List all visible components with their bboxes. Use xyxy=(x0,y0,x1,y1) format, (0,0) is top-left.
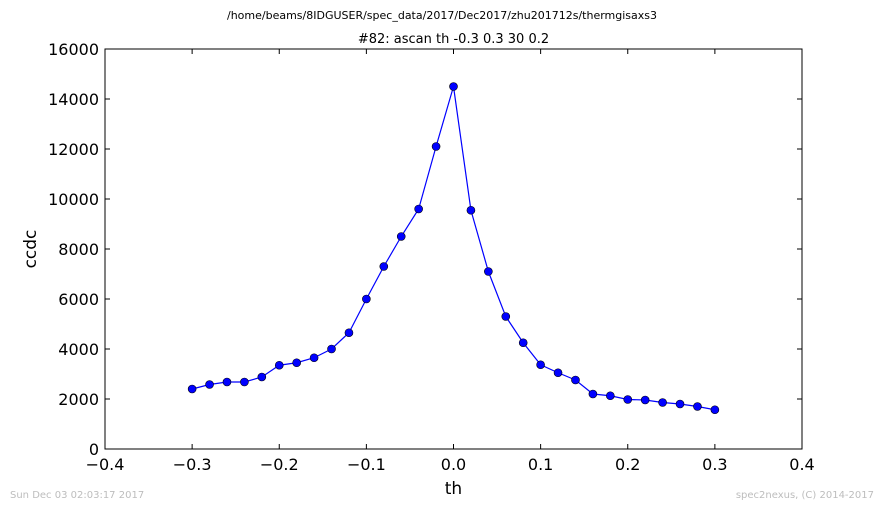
data-point xyxy=(623,395,633,404)
data-point xyxy=(344,328,354,338)
data-point xyxy=(327,344,336,354)
x-tick-label: 0.3 xyxy=(702,455,727,474)
figure-suptitle: /home/beams/8IDGUSER/spec_data/2017/Dec2… xyxy=(227,9,657,22)
data-point xyxy=(536,360,545,370)
series-line xyxy=(191,86,715,411)
data-point xyxy=(449,82,458,91)
data-point xyxy=(606,391,615,401)
y-tick-label: 6000 xyxy=(58,290,99,309)
data-point xyxy=(431,142,441,151)
data-point xyxy=(675,399,685,409)
footer-credit: spec2nexus, (C) 2014-2017 xyxy=(736,490,874,501)
x-tick-label: −0.2 xyxy=(260,455,299,474)
data-point xyxy=(414,204,423,214)
x-tick-label: 0.2 xyxy=(615,455,640,474)
y-tick-label: 16000 xyxy=(48,40,99,59)
data-point xyxy=(309,353,319,363)
plot-area: −0.4 −0.3 −0.2 −0.1 0.0 0.1 0.2 0.3 0.4 0 2000 4000… xyxy=(48,40,815,474)
y-tick-label: 14000 xyxy=(48,90,99,109)
data-point xyxy=(571,375,580,385)
data-point xyxy=(379,262,389,271)
axes-frame xyxy=(104,48,803,450)
y-tick-label: 4000 xyxy=(58,340,99,359)
data-point xyxy=(240,377,249,387)
data-point xyxy=(693,402,702,411)
x-tick-label: −0.3 xyxy=(173,455,212,474)
data-point xyxy=(205,380,214,389)
y-tick-label: 10000 xyxy=(48,190,99,209)
data-point xyxy=(484,267,493,276)
data-point xyxy=(274,360,284,370)
y-tick-label: 12000 xyxy=(48,140,99,159)
data-point xyxy=(362,294,371,304)
data-point xyxy=(466,205,476,215)
x-tick-label: 0.1 xyxy=(528,455,553,474)
chart-title: #82: ascan th -0.3 0.3 30 0.2 xyxy=(358,32,549,47)
y-axis-label: ccdc xyxy=(21,230,41,269)
data-point xyxy=(292,358,301,368)
footer-timestamp: Sun Dec 03 02:03:17 2017 xyxy=(10,490,144,501)
y-tick-label: 8000 xyxy=(58,240,99,259)
y-tick-label: 0 xyxy=(89,440,99,459)
data-point xyxy=(257,372,267,382)
x-tick-label: 0.0 xyxy=(441,455,466,474)
data-point xyxy=(658,398,667,407)
x-tick-label: −0.1 xyxy=(347,455,386,474)
data-point xyxy=(222,377,232,387)
data-point xyxy=(501,312,511,321)
data-point xyxy=(588,389,598,399)
x-tick-label: −0.4 xyxy=(86,455,125,474)
x-tick-label: 0.4 xyxy=(789,455,814,474)
data-point xyxy=(640,395,650,405)
data-point xyxy=(518,338,528,348)
data-point xyxy=(396,232,406,241)
y-tick-label: 2000 xyxy=(58,390,99,409)
data-point xyxy=(710,405,720,415)
x-axis-label: th xyxy=(445,479,462,499)
data-point xyxy=(553,368,563,378)
data-point xyxy=(187,384,197,394)
